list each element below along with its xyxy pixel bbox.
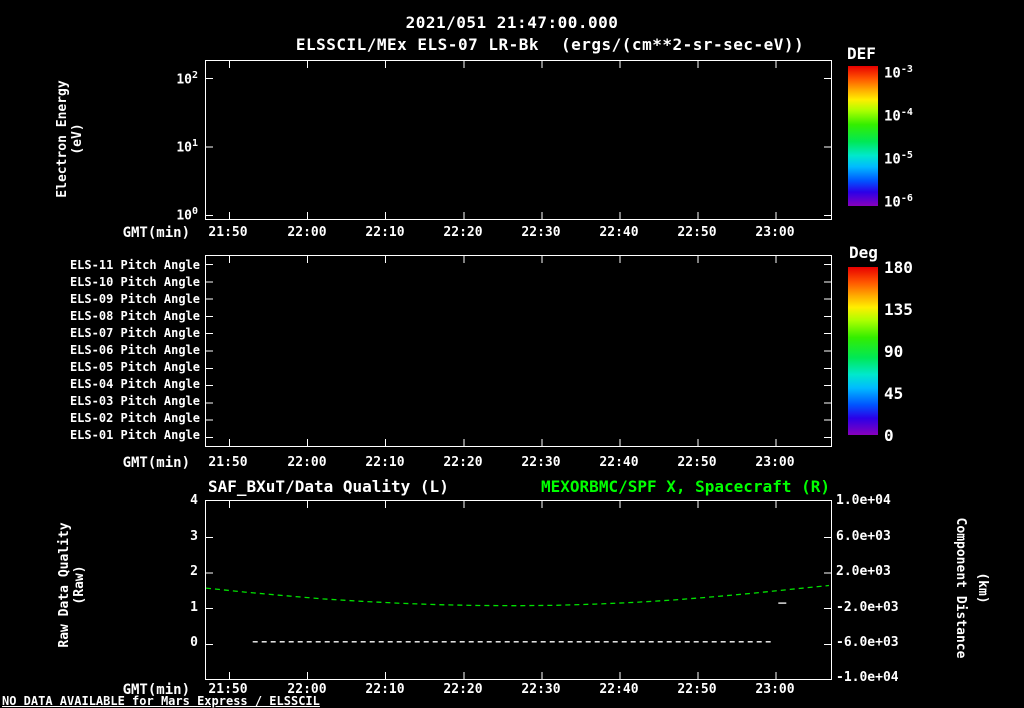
- plot-units: (ergs/(cm**2-sr-sec-eV)): [561, 35, 805, 54]
- quality-tick-label: 0: [190, 635, 198, 650]
- pitch-row-label: ELS-07 Pitch Angle: [69, 325, 200, 340]
- x-tick-label: 23:00: [755, 455, 795, 470]
- distance-axis-label: Component Distance: [953, 517, 968, 659]
- distance-tick-label: 1.0e+04: [836, 493, 891, 508]
- axis-tick-marks: [824, 61, 831, 219]
- quality-tick-label: 3: [190, 529, 198, 544]
- x-tick-label: 22:00: [287, 682, 327, 697]
- spacecraft-series-title: MEXORBMC/SPF X, Spacecraft (R): [541, 477, 830, 496]
- def-tick-label: 10-6: [884, 193, 913, 211]
- axis-tick-marks: [206, 256, 213, 446]
- distance-tick-label: -1.0e+04: [836, 670, 899, 685]
- x-tick-label: 22:40: [599, 225, 639, 240]
- spectrogram-plot-area[interactable]: [205, 60, 832, 220]
- plot-title-row: ELSSCIL/MEx ELS-07 LR-Bk (ergs/(cm**2-sr-…: [38, 35, 1024, 54]
- x-tick-label: 23:00: [755, 682, 795, 697]
- line-plot-svg: [206, 584, 829, 643]
- pitch-row-label: ELS-10 Pitch Angle: [69, 274, 200, 289]
- x-tick-label: 21:50: [208, 682, 248, 697]
- axis-tick-marks: [206, 501, 213, 679]
- def-tick-label: 10-3: [884, 64, 913, 82]
- axis-tick-marks: [206, 61, 213, 219]
- x-tick-label: 22:10: [365, 225, 405, 240]
- axis-tick-marks: [206, 212, 831, 219]
- axis-tick-marks: [206, 672, 831, 679]
- distance-tick-label: 6.0e+03: [836, 529, 891, 544]
- pitch-row-label: ELS-03 Pitch Angle: [69, 394, 200, 409]
- quality-tick-label: 2: [190, 564, 198, 579]
- x-tick-label: 22:50: [677, 682, 717, 697]
- x-tick-label: 22:10: [365, 455, 405, 470]
- timeseries-plot-area[interactable]: [205, 500, 832, 680]
- x-tick-label: 22:20: [443, 682, 483, 697]
- pitch-row-label: ELS-11 Pitch Angle: [69, 257, 200, 272]
- x-axis-label: GMT(min): [122, 682, 190, 698]
- axis-tick-marks: [206, 439, 831, 446]
- def-colorbar: [848, 66, 878, 206]
- quality-axis-label: Raw Data Quality (Raw): [57, 522, 87, 648]
- x-tick-label: 22:40: [599, 455, 639, 470]
- deg-tick-label: 0: [884, 426, 894, 445]
- x-tick-label: 22:10: [365, 682, 405, 697]
- x-tick-label: 22:20: [443, 225, 483, 240]
- x-tick-label: 23:00: [755, 225, 795, 240]
- energy-tick-label: 102: [176, 70, 198, 88]
- energy-tick-label: 100: [176, 206, 198, 224]
- timestamp-title: 2021/051 21:47:00.000: [405, 13, 619, 32]
- x-tick-label: 22:30: [521, 455, 561, 470]
- pitch-row-label: ELS-02 Pitch Angle: [69, 411, 200, 426]
- def-colorbar-title: DEF: [847, 44, 876, 63]
- x-tick-label: 22:40: [599, 682, 639, 697]
- x-tick-label: 22:00: [287, 225, 327, 240]
- plot-title: ELSSCIL/MEx ELS-07 LR-Bk: [295, 35, 539, 54]
- x-tick-label: 21:50: [208, 455, 248, 470]
- distance-tick-label: 2.0e+03: [836, 564, 891, 579]
- distance-tick-label: -6.0e+03: [836, 635, 899, 650]
- x-tick-label: 22:20: [443, 455, 483, 470]
- x-tick-label: 22:50: [677, 225, 717, 240]
- energy-axis-label: Electron Energy (eV): [55, 80, 85, 198]
- def-tick-label: 10-5: [884, 150, 913, 168]
- x-tick-label: 21:50: [208, 225, 248, 240]
- x-tick-label: 22:00: [287, 455, 327, 470]
- distance-tick-label: -2.0e+03: [836, 600, 899, 615]
- pitch-row-label: ELS-01 Pitch Angle: [69, 428, 200, 443]
- timeseries-x-axis: GMT(min) 21:50 22:00 22:10 22:20 22:30 2…: [0, 682, 1024, 698]
- deg-tick-label: 90: [884, 342, 904, 361]
- def-tick-label: 10-4: [884, 107, 913, 125]
- axis-tick-marks: [824, 501, 831, 679]
- deg-colorbar: [848, 267, 878, 435]
- axis-tick-marks: [206, 256, 831, 263]
- energy-tick-label: 101: [176, 138, 198, 156]
- pitch-angle-row-labels: ELS-11 Pitch Angle ELS-10 Pitch Angle EL…: [60, 256, 200, 444]
- no-data-message: NO DATA AVAILABLE for Mars Express / ELS…: [2, 694, 320, 708]
- pitch-row-label: ELS-09 Pitch Angle: [69, 291, 200, 306]
- pitch-row-label: ELS-06 Pitch Angle: [69, 343, 200, 358]
- deg-colorbar-title: Deg: [849, 243, 878, 262]
- x-tick-label: 22:30: [521, 225, 561, 240]
- x-axis-label: GMT(min): [122, 455, 190, 471]
- pitch-row-label: ELS-04 Pitch Angle: [69, 377, 200, 392]
- spectrogram-x-axis: GMT(min) 21:50 22:00 22:10 22:20 22:30 2…: [0, 225, 1024, 241]
- pitch-angle-x-axis: GMT(min) 21:50 22:00 22:10 22:20 22:30 2…: [0, 455, 1024, 471]
- quality-tick-label: 4: [190, 493, 198, 508]
- distance-axis-unit: (km): [975, 572, 990, 604]
- axis-tick-marks: [206, 501, 831, 508]
- deg-tick-label: 45: [884, 384, 904, 403]
- quality-tick-label: 1: [190, 600, 198, 615]
- deg-tick-label: 135: [884, 300, 913, 319]
- pitch-row-label: ELS-08 Pitch Angle: [69, 308, 200, 323]
- quality-series-title: SAF_BXuT/Data Quality (L): [208, 477, 449, 496]
- x-tick-label: 22:50: [677, 455, 717, 470]
- x-tick-label: 22:30: [521, 682, 561, 697]
- x-axis-label: GMT(min): [122, 225, 190, 241]
- pitch-row-label: ELS-05 Pitch Angle: [69, 360, 200, 375]
- axis-tick-marks: [206, 61, 831, 68]
- series-MEXORBMC-SPF-X-spacecraft: [206, 584, 829, 607]
- pitch-angle-plot-area[interactable]: [205, 255, 832, 447]
- axis-tick-marks: [824, 256, 831, 446]
- deg-tick-label: 180: [884, 258, 913, 277]
